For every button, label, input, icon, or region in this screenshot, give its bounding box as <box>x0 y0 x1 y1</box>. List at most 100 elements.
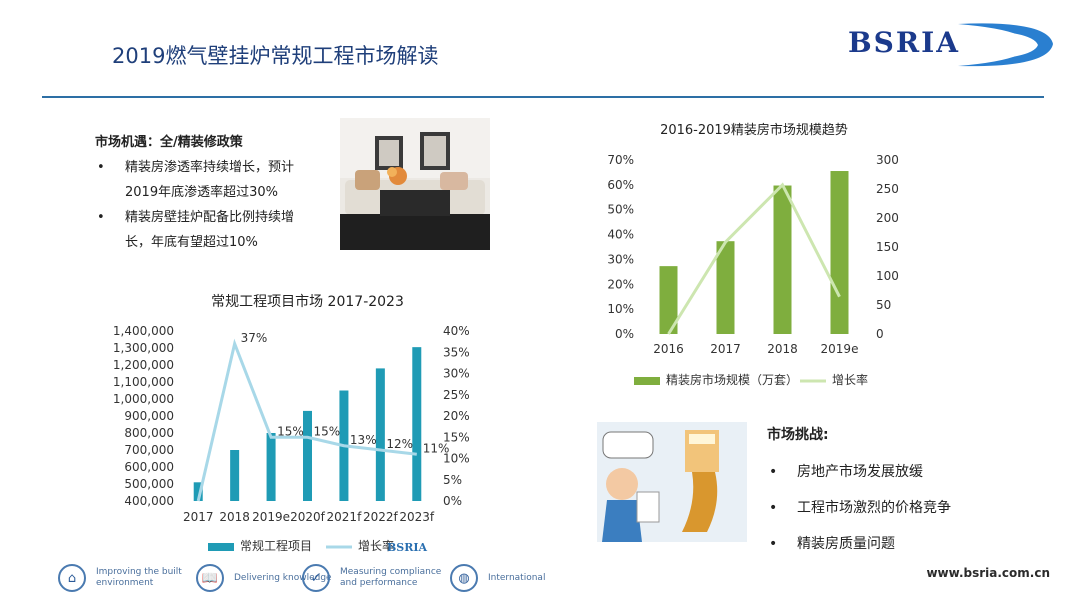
y-right-tick-label: 25% <box>443 388 470 402</box>
y-right-tick-label: 40% <box>443 324 470 338</box>
y-left-tick-label: 60% <box>607 178 634 192</box>
bar <box>375 368 385 501</box>
bsria-logo: BSRIA <box>838 20 1058 70</box>
y-left-tick-label: 20% <box>607 277 634 291</box>
footer-label: International <box>488 572 546 583</box>
y-right-tick-label: 0% <box>443 494 462 508</box>
website-url: www.bsria.com.cn <box>926 566 1050 580</box>
bar <box>659 266 678 334</box>
project-market-chart: 常规工程项目市场 2017-2023 400,000 500,000 600,000 7… <box>113 293 470 554</box>
opportunity-bullet: 精装房壁挂炉配备比例持续增长，年底有望超过10% <box>95 205 310 255</box>
footer-item: ⌂ Improving the built environment <box>58 562 216 594</box>
y-left-tick-label: 400,000 <box>124 494 174 508</box>
x-tick-label: 2019e <box>252 510 290 524</box>
data-label: 12% <box>386 437 413 451</box>
y-right-tick-label: 300 <box>876 153 899 167</box>
y-left-tick-label: 0% <box>615 327 634 341</box>
y-right-tick-label: 20% <box>443 409 470 423</box>
bar <box>193 482 203 501</box>
data-label: 15% <box>277 424 304 438</box>
bar <box>230 450 240 501</box>
y-right-tick-label: 35% <box>443 345 470 359</box>
opportunity-heading: 市场机遇：全/精装修政策 <box>95 135 243 150</box>
book-icon: 📖 <box>196 564 224 592</box>
y-left-tick-label: 70% <box>607 153 634 167</box>
x-tick-label: 2018 <box>219 510 250 524</box>
footer-item: 📖 Delivering knowledge <box>196 562 354 594</box>
bar <box>412 347 422 501</box>
footer-label: Measuring compliance and performance <box>340 567 442 588</box>
y-right-tick-label: 10% <box>443 452 470 466</box>
legend-line-label: 增长率 <box>832 372 868 387</box>
bar <box>266 433 276 501</box>
y-right-tick-label: 100 <box>876 269 899 283</box>
page-title: 2019燃气壁挂炉常规工程市场解读 <box>112 44 439 68</box>
x-tick-label: 2017 <box>710 342 741 356</box>
footer: ⌂ Improving the built environment 📖 Deli… <box>58 560 1058 596</box>
living-room-photo <box>340 118 490 250</box>
opportunity-bullet: 精装房渗透率持续增长，预计2019年底渗透率超过30% <box>95 155 310 205</box>
y-right-tick-label: 0 <box>876 327 884 341</box>
data-label: 11% <box>423 441 450 455</box>
y-left-tick-label: 1,100,000 <box>113 375 174 389</box>
challenges-heading: 市场挑战: <box>767 427 829 443</box>
y-right-tick-label: 200 <box>876 211 899 225</box>
legend-line-label: 增长率 <box>358 538 394 553</box>
challenge-item: 工程市场激烈的价格竞争 <box>767 490 1027 526</box>
decorated-housing-chart: 2016-2019精装房市场规模趋势 0% 10% 20% 30% 40% 50% 60% 70… <box>607 122 899 387</box>
growth-line <box>196 338 417 502</box>
y-left-tick-label: 900,000 <box>124 409 174 423</box>
legend-bar-label: 精装房市场规模（万套） <box>666 372 798 387</box>
chart-title: 常规工程项目市场 2017-2023 <box>211 293 404 310</box>
y-left-tick-label: 1,000,000 <box>113 392 174 406</box>
chart-title: 2016-2019精装房市场规模趋势 <box>660 122 848 138</box>
globe-icon: ◍ <box>450 564 478 592</box>
cartoon-illustration <box>597 422 747 542</box>
y-left-tick-label: 700,000 <box>124 443 174 457</box>
footer-label: Improving the built environment <box>96 567 182 588</box>
footer-item: ✓ Measuring compliance and performance <box>302 562 460 594</box>
x-tick-label: 2017 <box>183 510 214 524</box>
x-tick-label: 2018 <box>767 342 798 356</box>
footer-item: ◍ International <box>450 562 608 594</box>
header-divider <box>42 96 1044 98</box>
legend-bar-swatch <box>634 377 660 385</box>
house-icon: ⌂ <box>58 564 86 592</box>
bar <box>830 171 849 334</box>
y-right-tick-label: 250 <box>876 182 899 196</box>
x-tick-label: 2019e <box>821 342 859 356</box>
logo-text: BSRIA <box>848 26 960 59</box>
data-label: 13% <box>350 433 377 447</box>
x-tick-label: 2021f <box>327 510 363 524</box>
y-left-tick-label: 1,200,000 <box>113 358 174 372</box>
y-right-tick-label: 30% <box>443 367 470 381</box>
y-left-tick-label: 1,300,000 <box>113 341 174 355</box>
x-tick-label: 2022f <box>363 510 399 524</box>
growth-line <box>667 182 841 335</box>
y-right-tick-label: 150 <box>876 240 899 254</box>
y-left-tick-label: 40% <box>607 228 634 242</box>
data-label: 15% <box>314 424 341 438</box>
y-left-tick-label: 10% <box>607 302 634 316</box>
bar <box>773 185 792 334</box>
x-tick-label: 2020f <box>290 510 326 524</box>
challenges-block: 市场挑战: 房地产市场发展放缓 工程市场激烈的价格竞争 精装房质量问题 <box>767 424 1027 562</box>
footer-label: Delivering knowledge <box>234 572 332 583</box>
y-left-tick-label: 500,000 <box>124 477 174 491</box>
y-left-tick-label: 1,400,000 <box>113 324 174 338</box>
logo-swoosh-icon <box>958 23 1053 67</box>
legend-bar-swatch <box>208 543 234 551</box>
legend-bar-label: 常规工程项目 <box>240 538 312 553</box>
x-tick-label: 2016 <box>653 342 684 356</box>
y-left-tick-label: 600,000 <box>124 460 174 474</box>
check-icon: ✓ <box>302 564 330 592</box>
data-label: 37% <box>241 331 268 345</box>
y-left-tick-label: 800,000 <box>124 426 174 440</box>
bar <box>716 241 735 334</box>
watermark-text: BSRIA <box>387 541 428 554</box>
y-right-tick-label: 5% <box>443 473 462 487</box>
y-right-tick-label: 50 <box>876 298 891 312</box>
challenge-item: 精装房质量问题 <box>767 526 1027 562</box>
y-left-tick-label: 30% <box>607 252 634 266</box>
y-right-tick-label: 15% <box>443 430 470 444</box>
